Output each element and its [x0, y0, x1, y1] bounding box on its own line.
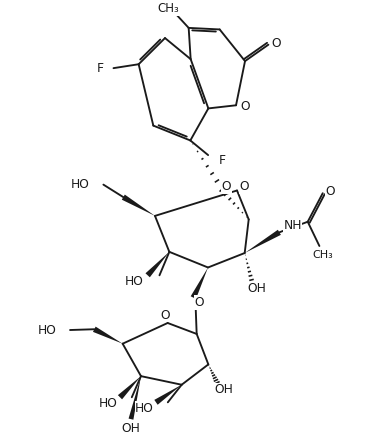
Text: HO: HO: [37, 324, 56, 337]
Text: NH: NH: [283, 219, 302, 232]
Polygon shape: [122, 194, 155, 216]
Text: F: F: [218, 153, 225, 167]
Text: HO: HO: [125, 275, 144, 288]
Text: OH: OH: [214, 383, 233, 396]
Polygon shape: [129, 376, 141, 420]
Text: CH₃: CH₃: [312, 250, 333, 260]
Text: O: O: [326, 185, 336, 198]
Text: O: O: [195, 296, 204, 309]
Text: O: O: [161, 309, 170, 322]
Polygon shape: [145, 252, 169, 277]
Text: HO: HO: [99, 397, 118, 410]
Text: HO: HO: [71, 178, 90, 191]
Text: O: O: [272, 37, 281, 50]
Text: CH₃: CH₃: [157, 2, 179, 15]
Polygon shape: [154, 385, 182, 405]
Text: HO: HO: [135, 402, 154, 415]
Polygon shape: [191, 267, 208, 299]
Polygon shape: [118, 376, 141, 399]
Text: OH: OH: [247, 283, 266, 295]
Text: O: O: [221, 180, 231, 193]
Text: O: O: [239, 180, 249, 193]
Text: OH: OH: [122, 422, 140, 435]
Text: F: F: [97, 61, 104, 75]
Polygon shape: [245, 230, 281, 253]
Text: O: O: [240, 100, 250, 113]
Polygon shape: [93, 327, 123, 344]
